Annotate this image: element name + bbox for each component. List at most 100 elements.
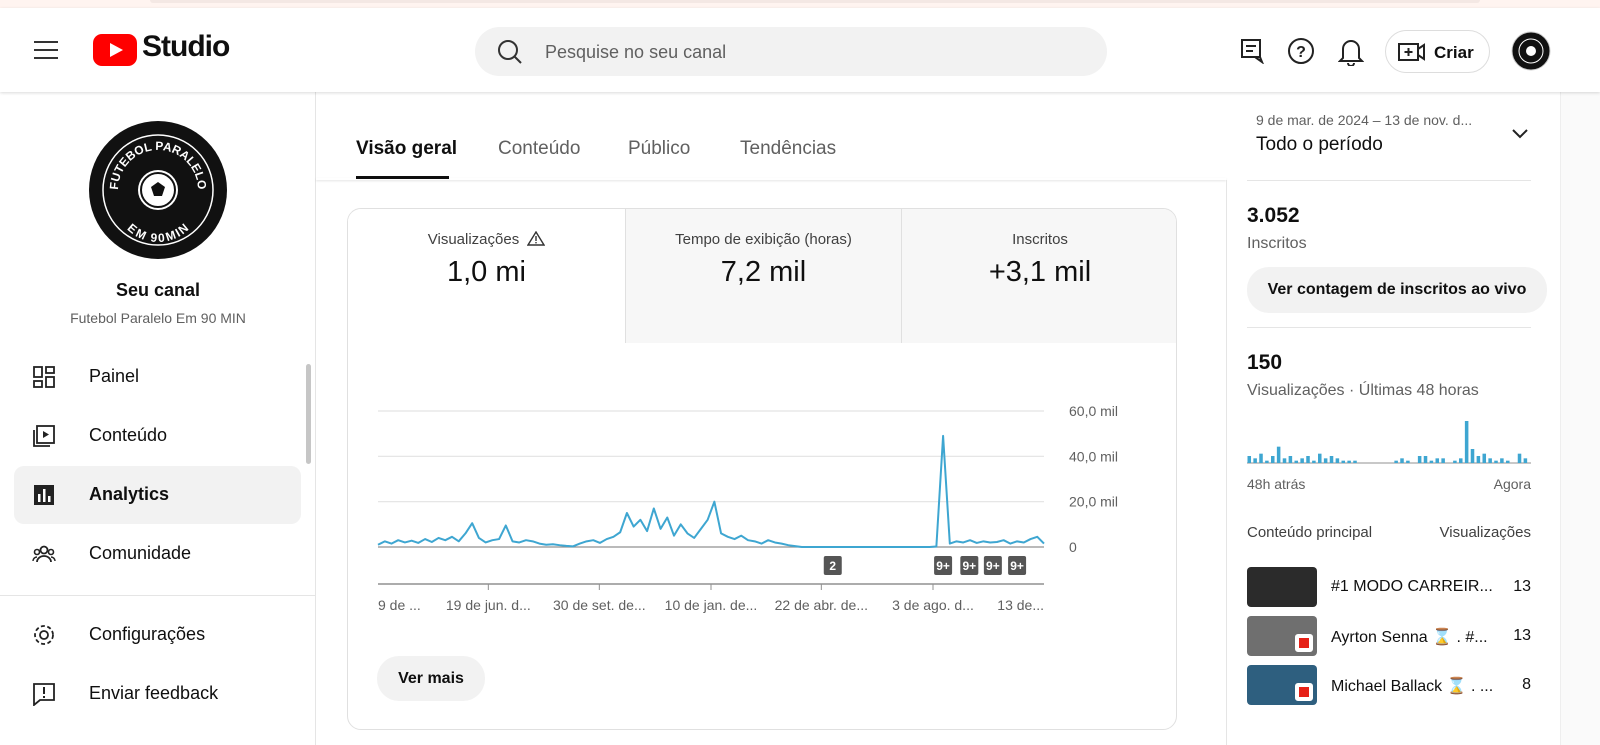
bar — [1353, 460, 1357, 463]
bar — [1494, 460, 1498, 463]
realtime-chart: 48h atrás Agora — [1247, 421, 1532, 492]
nav-label: Comunidade — [89, 543, 192, 563]
tab[interactable]: Visão geral — [356, 138, 458, 159]
video-marker[interactable]: 2 — [823, 556, 842, 575]
video-marker[interactable]: 9+ — [960, 556, 979, 575]
nav-item[interactable]: Configurações — [0, 606, 316, 664]
nav-item[interactable]: Comunidade — [0, 525, 316, 583]
bar — [1282, 458, 1287, 463]
metric-label: Tempo de exibição (horas) — [626, 231, 902, 248]
nav-label: Painel — [89, 366, 140, 386]
tab[interactable]: Público — [628, 138, 691, 159]
search-icon — [498, 40, 522, 64]
search-box[interactable]: Pesquise no seu canal — [475, 27, 1107, 76]
nav-icon — [32, 545, 56, 563]
content-row[interactable]: Ayrton Senna ⌛ . #... 13 — [1247, 616, 1531, 658]
nav-icon — [33, 425, 55, 447]
content-row[interactable]: Michael Ballack ⌛ . ... 8 — [1247, 665, 1531, 707]
live-count-button[interactable]: Ver contagem de inscritos ao vivo — [1247, 267, 1547, 313]
bar — [1259, 453, 1263, 463]
x-label: Agora — [1494, 476, 1532, 492]
nav-icon — [34, 485, 54, 505]
bar — [1312, 460, 1316, 463]
more-button[interactable]: Ver mais — [377, 656, 485, 701]
channel-avatar[interactable]: FUTEBOL PARALELO EM 90MIN — [88, 120, 228, 260]
video-marker[interactable]: 9+ — [1008, 556, 1027, 575]
marker-label: 9+ — [1010, 559, 1024, 573]
channel-title: Seu canal — [115, 280, 201, 300]
menu-icon[interactable] — [34, 40, 60, 60]
scrollbar — [304, 352, 312, 592]
date-range[interactable]: 9 de mar. de 2024 – 13 de nov. d... — [1256, 112, 1473, 128]
nav-icon — [34, 625, 54, 645]
bar — [1323, 458, 1328, 463]
tab[interactable]: Conteúdo — [498, 138, 581, 159]
x-tick-label: 30 de set. de... — [553, 597, 646, 613]
bar — [1406, 460, 1410, 463]
realtime-panel: 3.052 Inscritos Ver contagem de inscrito… — [1226, 180, 1600, 745]
video-marker[interactable]: 9+ — [983, 556, 1002, 575]
channel-name: Futebol Paralelo Em 90 MIN — [70, 310, 246, 326]
y-tick-label: 0 — [1069, 539, 1077, 555]
bar — [1318, 453, 1322, 463]
metric-tab[interactable]: Tempo de exibição (horas) 7,2 mil — [624, 209, 902, 343]
metric-tab[interactable]: Visualizações 1,0 mi — [348, 209, 625, 343]
bar — [1335, 458, 1340, 463]
subscriber-label: Inscritos — [1247, 235, 1307, 252]
create-icon — [1398, 43, 1425, 61]
logo-text: Studio — [142, 30, 230, 63]
metric-label: Inscritos — [902, 231, 1176, 248]
nav-item[interactable]: Painel — [0, 348, 316, 406]
top-strip — [0, 0, 1600, 8]
nav-item[interactable]: Conteúdo — [0, 407, 316, 465]
svg-text:?: ? — [1296, 44, 1306, 61]
date-period[interactable]: Todo o período — [1256, 134, 1383, 155]
bar — [1294, 460, 1299, 463]
bar — [1517, 453, 1522, 463]
marker-box — [960, 556, 979, 575]
bar — [1423, 456, 1428, 463]
views-label: Visualizações · Últimas 48 horas — [1247, 382, 1479, 399]
metric-label-text: Visualizações — [427, 231, 520, 248]
bar — [1482, 453, 1487, 463]
help-icon[interactable]: ? — [1287, 37, 1315, 65]
content-views: 13 — [1513, 627, 1531, 644]
account-avatar[interactable] — [1511, 31, 1551, 71]
content-views: 13 — [1513, 578, 1531, 595]
bar — [1265, 460, 1269, 463]
metric-tab[interactable]: Inscritos +3,1 mil — [901, 209, 1176, 343]
views-count: 150 — [1247, 351, 1283, 374]
tab[interactable]: Tendências — [740, 138, 837, 159]
bar — [1500, 458, 1504, 463]
video-marker[interactable]: 9+ — [934, 556, 953, 575]
bar — [1459, 458, 1463, 463]
comments-icon[interactable] — [1240, 38, 1264, 64]
dropdown-icon[interactable] — [1511, 128, 1529, 140]
bar — [1276, 446, 1281, 463]
top-content-title: Conteúdo principal — [1247, 524, 1373, 541]
shorts-badge — [1295, 634, 1313, 652]
content-views: 8 — [1522, 676, 1531, 693]
youtube-logo[interactable] — [93, 34, 137, 66]
nav-icon — [33, 683, 55, 706]
bar — [1394, 460, 1398, 463]
y-tick-label: 20,0 mil — [1069, 494, 1118, 510]
notifications-icon[interactable] — [1338, 36, 1364, 66]
nav-item[interactable]: Analytics — [14, 466, 301, 524]
overview-card: Visualizações 1,0 mi Tempo de exibição (ho… — [347, 208, 1177, 730]
bar — [1453, 460, 1457, 463]
x-tick-label: 9 de ... — [378, 597, 421, 613]
bar — [1347, 460, 1351, 463]
content-row[interactable]: #1 MODO CARREIR... 13 — [1247, 567, 1531, 609]
create-button[interactable]: Criar — [1385, 30, 1490, 73]
right-gutter — [1560, 92, 1600, 745]
marker-label: 9+ — [986, 559, 1000, 573]
marker-box — [983, 556, 1002, 575]
warning-icon — [526, 230, 546, 246]
bar — [1435, 458, 1440, 463]
nav-label: Enviar feedback — [89, 683, 219, 703]
bar — [1488, 458, 1492, 463]
bar — [1470, 449, 1475, 463]
metric-value: 1,0 mi — [447, 256, 526, 288]
nav-item[interactable]: Enviar feedback — [0, 665, 316, 723]
